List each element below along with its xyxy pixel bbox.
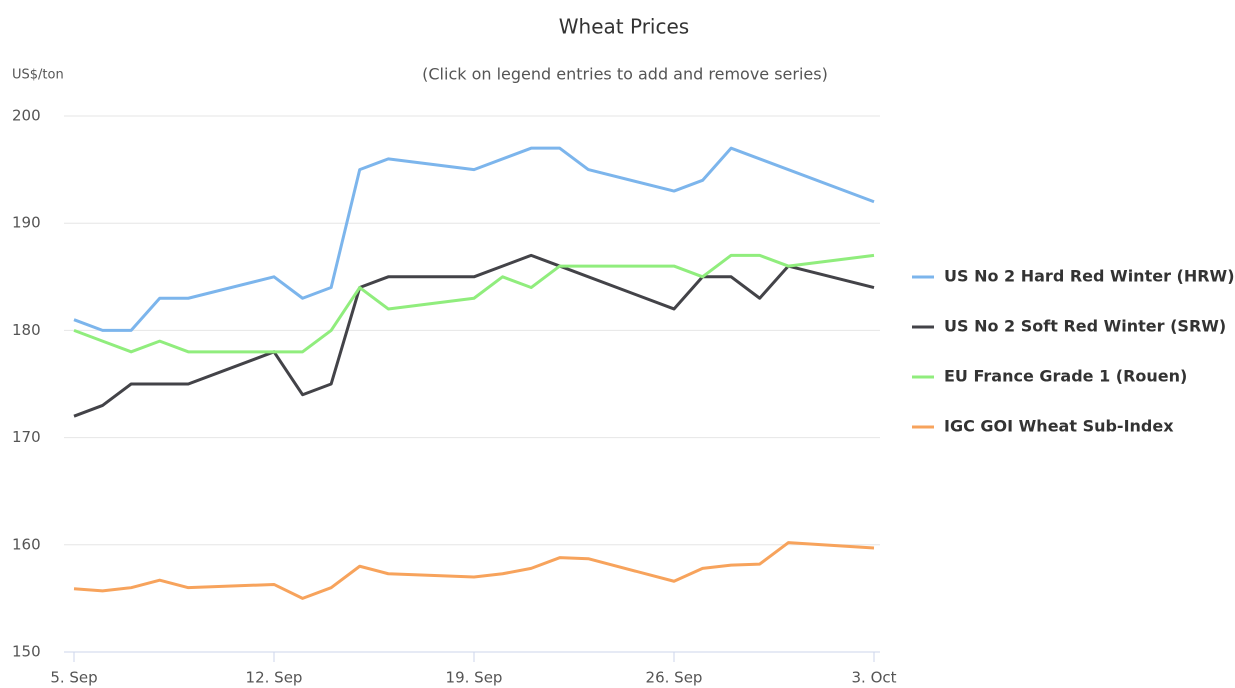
legend-label[interactable]: US No 2 Hard Red Winter (HRW)	[944, 267, 1235, 286]
legend-item[interactable]: EU France Grade 1 (Rouen)	[912, 367, 1187, 386]
series-line	[73, 253, 875, 354]
series	[73, 146, 875, 332]
y-tick-label: 190	[12, 214, 41, 232]
y-tick-label: 170	[12, 428, 41, 446]
y-tick-label: 150	[12, 643, 41, 661]
chart-subtitle: (Click on legend entries to add and remo…	[422, 65, 828, 84]
chart-title: Wheat Prices	[559, 15, 689, 39]
x-tick-label: 26. Sep	[646, 669, 703, 687]
series-line	[73, 146, 875, 332]
y-axis-label: US$/ton	[12, 68, 64, 83]
x-tick-label: 3. Oct	[851, 669, 896, 687]
series	[73, 253, 875, 418]
y-tick-label: 200	[12, 107, 41, 125]
legend-item[interactable]: IGC GOI Wheat Sub-Index	[912, 417, 1174, 436]
legend-label[interactable]: EU France Grade 1 (Rouen)	[944, 367, 1187, 386]
x-tick-label: 5. Sep	[50, 669, 97, 687]
series	[73, 541, 875, 600]
series-line	[73, 253, 875, 418]
x-tick-label: 12. Sep	[246, 669, 303, 687]
legend-item[interactable]: US No 2 Hard Red Winter (HRW)	[912, 267, 1235, 286]
series	[73, 253, 875, 354]
x-tick-label: 19. Sep	[446, 669, 503, 687]
legend-label[interactable]: IGC GOI Wheat Sub-Index	[944, 417, 1174, 436]
series-line	[73, 541, 875, 600]
legend-label[interactable]: US No 2 Soft Red Winter (SRW)	[944, 317, 1226, 336]
y-tick-label: 180	[12, 321, 41, 339]
y-tick-label: 160	[12, 535, 41, 553]
legend-item[interactable]: US No 2 Soft Red Winter (SRW)	[912, 317, 1226, 336]
